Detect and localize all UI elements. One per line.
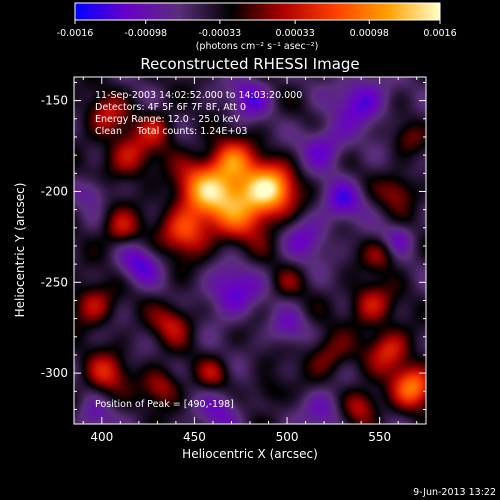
colorbar-tick-labels: -0.0016 -0.00098 -0.00033 0.00033 0.00098 0.0… [57, 28, 457, 39]
colorbar-tick-label: -0.00033 [199, 28, 242, 39]
x-axis-label: Heliocentric X (arcsec) [182, 447, 318, 461]
chart-title: Reconstructed RHESSI Image [140, 55, 359, 73]
energy-range-annotation: Energy Range: 12.0 - 25.0 keV [95, 114, 240, 125]
peak-position-annotation: Position of Peak = [490,-198] [95, 399, 234, 410]
x-tick-label: 500 [276, 430, 299, 444]
colorbar-ticks [74, 20, 441, 24]
observation-info: 11-Sep-2003 14:02:52.000 to 14:03:20.000… [95, 90, 302, 137]
footer-date: 9-Jun-2013 13:22 [413, 487, 496, 498]
time-range-annotation: 11-Sep-2003 14:02:52.000 to 14:03:20.000 [95, 90, 302, 101]
x-tick-label: 550 [368, 430, 391, 444]
x-tick-label: 400 [90, 430, 113, 444]
heatmap-image [74, 77, 426, 424]
detectors-annotation: Detectors: 4F 5F 6F 7F 8F, Att 0 [95, 102, 246, 113]
x-tick-label: 450 [183, 430, 206, 444]
y-tick-label: -300 [41, 366, 68, 380]
y-tick-label: -150 [41, 94, 68, 108]
heatmap-area [74, 77, 426, 424]
colorbar: -0.0016 -0.00098 -0.00033 0.00033 0.00098 0.0… [57, 2, 457, 52]
colorbar-unit-label: (photons cm⁻² s⁻¹ asec⁻²) [196, 41, 319, 52]
colorbar-tick-label: 0.00033 [275, 28, 314, 39]
y-tick-label: -200 [41, 184, 68, 198]
colorbar-tick-label: -0.00098 [124, 28, 167, 39]
colorbar-tick-label: -0.0016 [57, 28, 94, 39]
colorbar-gradient [74, 2, 441, 21]
colorbar-tick-label: 0.0016 [423, 28, 456, 39]
x-axis-ticks: 400 450 500 550 [82, 77, 418, 444]
y-axis-ticks: -150 -200 -250 -300 [41, 81, 426, 410]
method-counts-annotation: Clean Total counts: 1.24E+03 [95, 126, 247, 137]
y-tick-label: -250 [41, 275, 68, 289]
colorbar-tick-label: 0.00098 [350, 28, 389, 39]
y-axis-label: Heliocentric Y (arcsec) [13, 183, 27, 318]
